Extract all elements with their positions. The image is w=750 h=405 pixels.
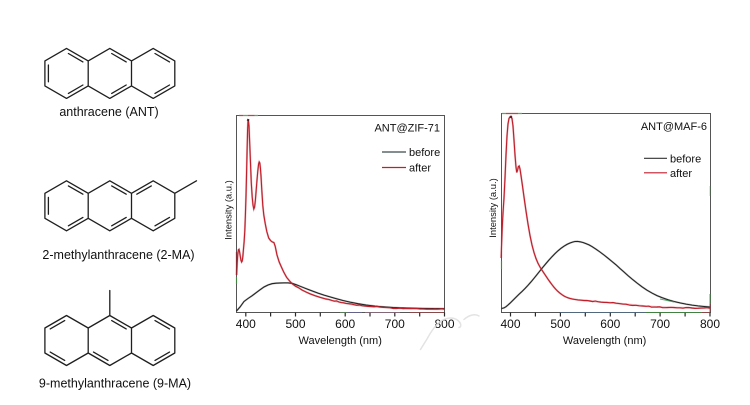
svg-text:before: before [409,147,440,159]
svg-text:600: 600 [335,317,355,331]
svg-text:Wavelength (nm): Wavelength (nm) [563,335,646,347]
svg-text:600: 600 [600,317,620,331]
svg-text:Wavelength (nm): Wavelength (nm) [299,335,382,347]
svg-text:500: 500 [285,317,305,331]
svg-text:2-methylanthracene (2-MA): 2-methylanthracene (2-MA) [42,248,194,262]
svg-text:before: before [670,153,701,165]
svg-text:700: 700 [650,317,670,331]
svg-text:after: after [409,163,431,175]
svg-text:Intensity (a.u.): Intensity (a.u.) [487,178,498,237]
svg-text:after: after [670,168,692,180]
svg-text:ANT@MAF-6: ANT@MAF-6 [641,121,707,133]
svg-text:800: 800 [700,317,720,331]
svg-text:anthracene (ANT): anthracene (ANT) [59,105,158,119]
svg-text:500: 500 [550,317,570,331]
svg-text:Intensity (a.u.): Intensity (a.u.) [223,180,234,239]
svg-text:400: 400 [500,317,520,331]
svg-text:ANT@ZIF-71: ANT@ZIF-71 [374,123,440,135]
svg-text:400: 400 [236,317,256,331]
svg-text:800: 800 [434,317,454,331]
svg-text:700: 700 [385,317,405,331]
svg-text:9-methylanthracene (9-MA): 9-methylanthracene (9-MA) [39,377,191,391]
